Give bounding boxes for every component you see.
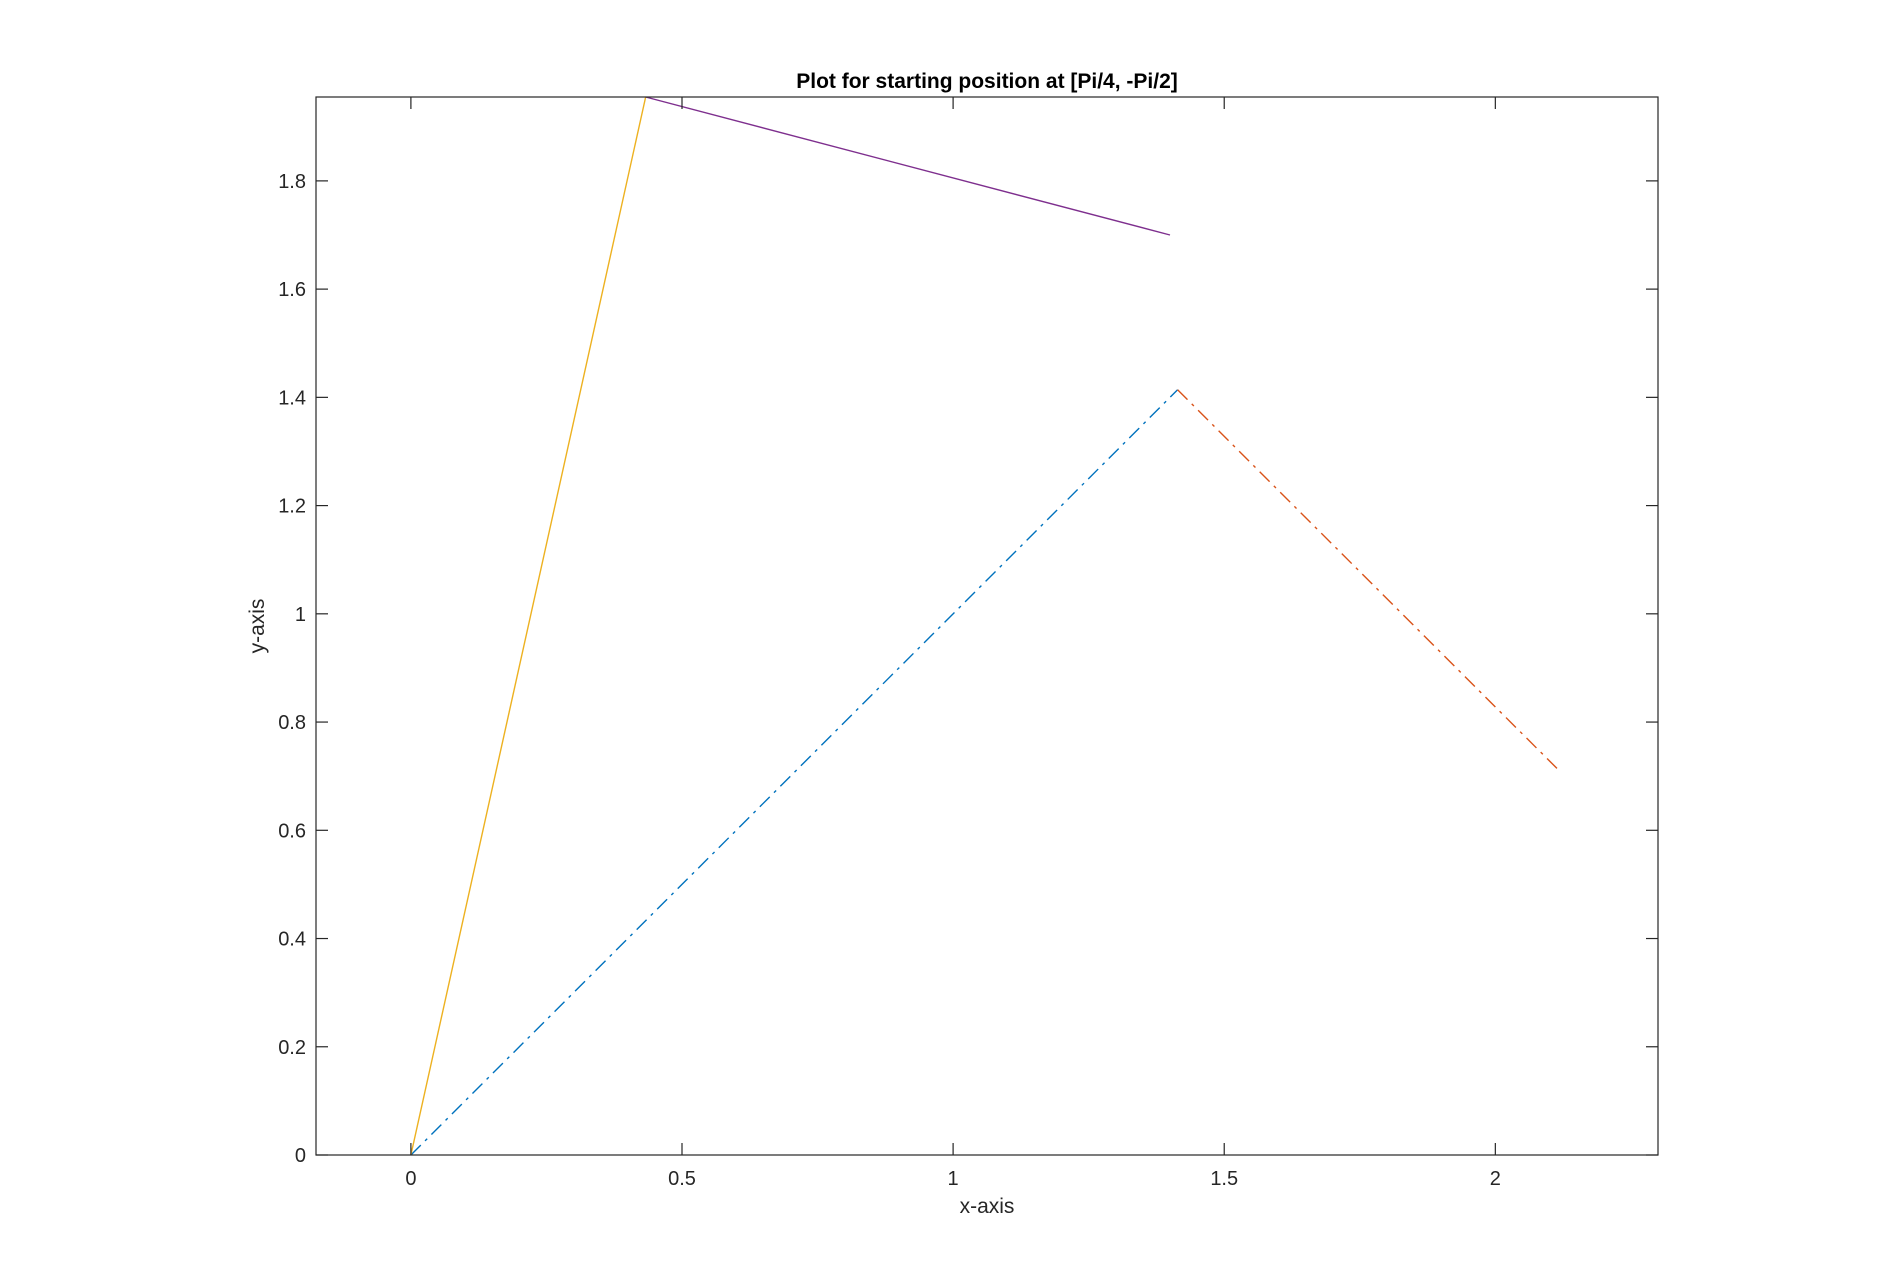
y-axis-label: y-axis [246, 599, 269, 654]
y-tick-label: 0.6 [278, 820, 306, 842]
y-tick-label: 1 [295, 604, 306, 626]
series-line-1 [410, 389, 1179, 1156]
y-tick-label: 1.2 [278, 496, 306, 518]
y-tick-label: 0.4 [278, 929, 306, 951]
series-layer [410, 96, 1562, 1156]
labels-layer: Plot for starting position at [Pi/4, -Pi… [246, 70, 1178, 1218]
y-tick-label: 0 [295, 1145, 306, 1167]
series-line-3 [410, 96, 647, 1156]
x-tick-label: 1 [948, 1168, 959, 1190]
y-tick-label: 1.6 [278, 279, 306, 301]
chart-title: Plot for starting position at [Pi/4, -Pi… [796, 70, 1178, 93]
axes-background [316, 97, 1658, 1155]
y-tick-label: 0.8 [278, 712, 306, 734]
series-line-4 [645, 96, 1171, 236]
plot-area: 0 0.5 1 1.5 2 0 0.2 0.4 0.6 0.8 1 1.2 1.4 1.6 1.8 [278, 96, 1659, 1190]
series-line-2 [1177, 389, 1562, 773]
y-tick-label: 1.8 [278, 171, 306, 193]
y-tick-label: 1.4 [278, 387, 306, 409]
x-tick-label: 0 [405, 1168, 416, 1190]
axes-box [315, 96, 1659, 1156]
x-tick-label: 0.5 [668, 1168, 696, 1190]
x-tick-label: 2 [1490, 1168, 1501, 1190]
ticks-layer: 0 0.5 1 1.5 2 0 0.2 0.4 0.6 0.8 1 1.2 1.4 1.6 1.8 [278, 97, 1658, 1190]
x-axis-label: x-axis [960, 1195, 1015, 1218]
x-tick-label: 1.5 [1210, 1168, 1238, 1190]
y-tick-label: 0.2 [278, 1037, 306, 1059]
